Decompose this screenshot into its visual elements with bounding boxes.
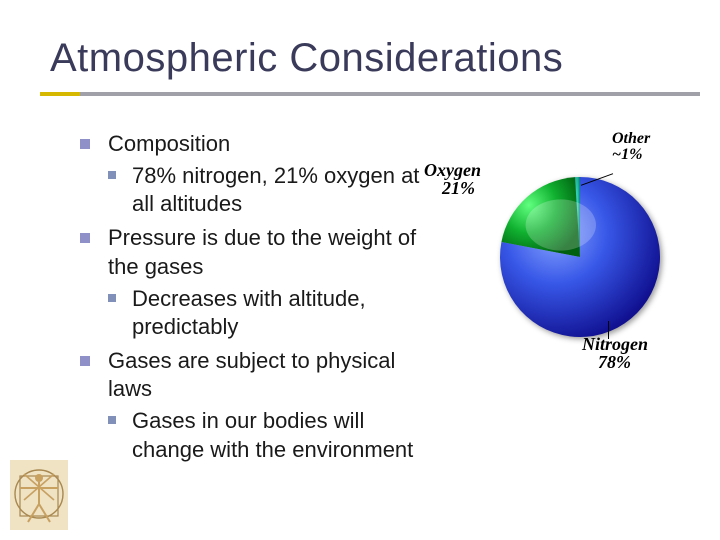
pie-label-other: Other ~1% <box>612 131 650 163</box>
underline-accent <box>40 92 80 96</box>
label-pct: ~1% <box>612 147 650 163</box>
sub-list: Decreases with altitude, predictably <box>108 285 440 341</box>
label-pct: 21% <box>424 179 481 197</box>
title-underline <box>40 92 700 96</box>
label-name: Oxygen <box>424 160 481 180</box>
bullet-text: Pressure is due to the weight of the gas… <box>108 225 416 278</box>
pie-label-nitrogen: Nitrogen 78% <box>582 335 648 371</box>
bullet-list: Composition 78% nitrogen, 21% oxygen at … <box>80 130 440 464</box>
pie-label-oxygen: Oxygen 21% <box>424 161 481 197</box>
sub-text: Decreases with altitude, predictably <box>132 286 366 339</box>
label-pct: 78% <box>582 353 648 371</box>
pie-chart: Oxygen 21% Other ~1% Nitrogen 78% <box>440 135 700 395</box>
slide: Atmospheric Considerations Composition 7… <box>0 0 720 540</box>
pie-wrap <box>500 177 660 337</box>
label-name: Nitrogen <box>582 334 648 354</box>
bullet-item: Gases are subject to physical laws Gases… <box>80 347 440 464</box>
pie-svg <box>500 177 660 337</box>
sub-text: 78% nitrogen, 21% oxygen at all altitude… <box>132 163 419 216</box>
bullet-text: Gases are subject to physical laws <box>108 348 395 401</box>
sub-list: 78% nitrogen, 21% oxygen at all altitude… <box>108 162 440 218</box>
sub-list: Gases in our bodies will change with the… <box>108 407 440 463</box>
body-content: Composition 78% nitrogen, 21% oxygen at … <box>80 130 440 470</box>
leader-nitrogen <box>608 321 609 339</box>
bullet-item: Pressure is due to the weight of the gas… <box>80 224 440 341</box>
pie-highlight <box>526 199 596 250</box>
sub-text: Gases in our bodies will change with the… <box>132 408 413 461</box>
underline-main <box>80 92 700 96</box>
page-title: Atmospheric Considerations <box>50 36 700 81</box>
bullet-item: Composition 78% nitrogen, 21% oxygen at … <box>80 130 440 218</box>
sub-item: 78% nitrogen, 21% oxygen at all altitude… <box>108 162 440 218</box>
title-wrap: Atmospheric Considerations <box>50 36 700 81</box>
bullet-text: Composition <box>108 131 230 156</box>
label-name: Other <box>612 130 650 147</box>
sub-item: Decreases with altitude, predictably <box>108 285 440 341</box>
vitruvian-icon <box>10 460 68 530</box>
sub-item: Gases in our bodies will change with the… <box>108 407 440 463</box>
